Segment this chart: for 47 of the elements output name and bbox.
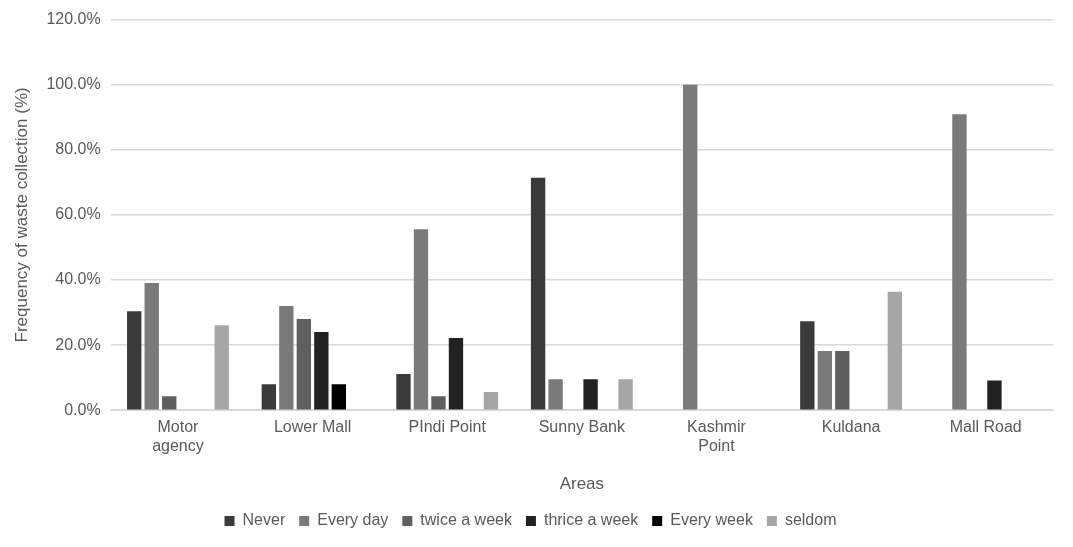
x-tick-label: Lower Mall bbox=[273, 418, 352, 436]
bar bbox=[618, 379, 633, 410]
bar bbox=[952, 114, 967, 410]
bar bbox=[835, 350, 850, 410]
x-tick-label: PIndi Point bbox=[408, 418, 487, 436]
legend-label: Every week bbox=[670, 511, 754, 529]
y-tick-label: 120.0% bbox=[46, 10, 101, 28]
y-tick-label: 80.0% bbox=[55, 140, 101, 158]
x-tick-label: Mall Road bbox=[949, 418, 1022, 436]
legend-label: Every day bbox=[317, 511, 389, 529]
bar bbox=[214, 325, 229, 410]
bar bbox=[800, 321, 815, 410]
bar bbox=[583, 379, 598, 410]
bar bbox=[296, 319, 312, 410]
bar bbox=[483, 391, 499, 410]
legend-label: thrice a week bbox=[543, 511, 640, 529]
bar bbox=[144, 282, 159, 410]
x-axis-title: Areas bbox=[559, 474, 605, 494]
y-tick-label: 20.0% bbox=[55, 335, 101, 353]
legend-label: seldom bbox=[784, 511, 837, 529]
bar bbox=[530, 177, 546, 410]
x-tick-label: Kashmir Point bbox=[687, 418, 747, 455]
bar bbox=[396, 374, 411, 410]
y-tick-label: 40.0% bbox=[55, 270, 101, 288]
x-tick-label: Motor agency bbox=[152, 418, 204, 455]
x-tick-label: Sunny Bank bbox=[538, 418, 626, 436]
bar bbox=[261, 384, 277, 410]
bar bbox=[279, 306, 294, 410]
y-tick-label: 0.0% bbox=[64, 400, 101, 418]
bar bbox=[314, 332, 329, 410]
y-tick-label: 60.0% bbox=[55, 205, 101, 223]
bar bbox=[817, 350, 832, 410]
bar bbox=[448, 337, 464, 410]
legend-label: Never bbox=[242, 511, 286, 529]
bar bbox=[683, 84, 698, 410]
y-tick-label: 100.0% bbox=[46, 75, 101, 93]
y-axis-title: Frequency of waste collection (%) bbox=[11, 87, 31, 343]
x-tick-label: Kuldana bbox=[821, 418, 881, 436]
bar bbox=[431, 396, 446, 410]
bar bbox=[413, 229, 429, 410]
legend-label: twice a week bbox=[420, 511, 513, 529]
bar bbox=[127, 311, 142, 410]
bar bbox=[548, 379, 563, 410]
bar bbox=[987, 380, 1002, 410]
bar bbox=[887, 291, 902, 410]
bar bbox=[162, 396, 177, 410]
bar bbox=[331, 384, 347, 410]
